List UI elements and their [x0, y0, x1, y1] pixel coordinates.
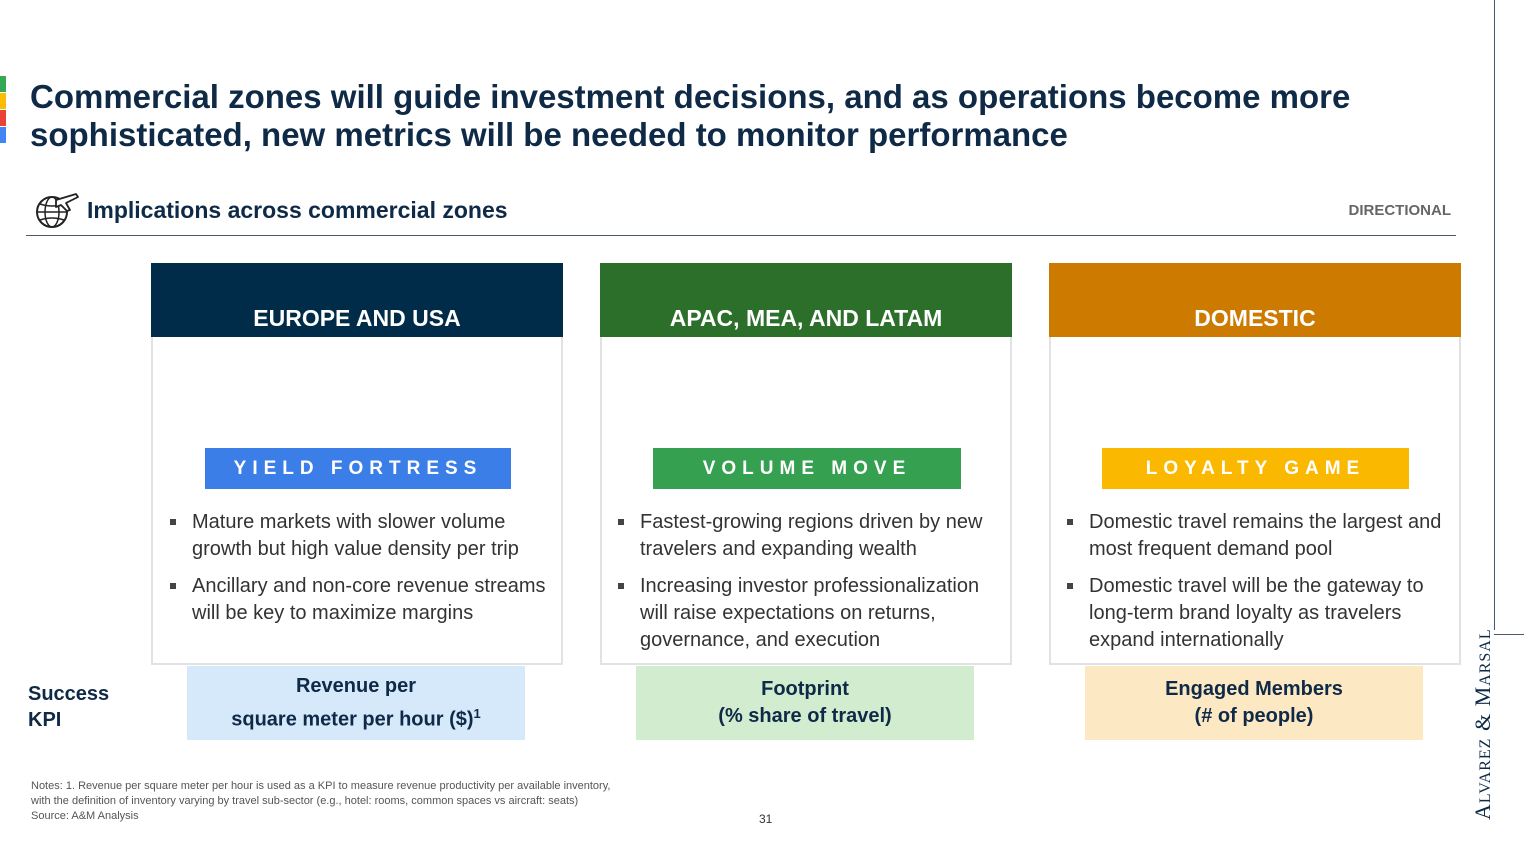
kpi-engaged-members: Engaged Members (# of people) — [1085, 666, 1423, 740]
list-item: Domestic travel will be the gateway to l… — [1067, 573, 1447, 654]
list-item: Mature markets with slower volume growth… — [170, 509, 550, 563]
zone-body: VOLUME MOVE Fastest-growing regions driv… — [600, 337, 1012, 665]
accent-bar-red — [0, 110, 6, 126]
zone-bullets: Fastest-growing regions driven by new tr… — [618, 509, 1002, 664]
zone-bullets: Domestic travel remains the largest and … — [1067, 509, 1447, 664]
source-note: Source: A&M Analysis — [31, 810, 139, 822]
page-number: 31 — [759, 812, 773, 826]
section-divider — [26, 235, 1456, 236]
zone-body: LOYALTY GAME Domestic travel remains the… — [1049, 337, 1461, 665]
footnotes: Notes: 1. Revenue per square meter per h… — [31, 779, 731, 824]
zone-badge: YIELD FORTRESS — [205, 448, 511, 489]
accent-bar-yellow — [0, 93, 6, 109]
zone-bullets: Mature markets with slower volume growth… — [170, 509, 550, 637]
accent-bar-green — [0, 76, 6, 92]
list-item: Domestic travel remains the largest and … — [1067, 509, 1447, 563]
list-item: Ancillary and non-core revenue streams w… — [170, 573, 550, 627]
page-title: Commercial zones will guide investment d… — [30, 78, 1351, 153]
brand-logo: ALVAREZ & MARSAL — [1470, 628, 1495, 820]
zone-card-domestic: DOMESTIC LOYALTY GAME Domestic travel re… — [1049, 263, 1461, 665]
accent-bar-blue — [0, 127, 6, 143]
zone-body: YIELD FORTRESS Mature markets with slowe… — [151, 337, 563, 665]
globe-airplane-icon — [36, 193, 79, 228]
list-item: Increasing investor professionalization … — [618, 573, 1002, 654]
footnote-ref: 1 — [473, 705, 481, 721]
kpi-footprint: Footprint (% share of travel) — [636, 666, 974, 740]
zone-card-apac-mea-latam: APAC, MEA, AND LATAM VOLUME MOVE Fastest… — [600, 263, 1012, 665]
zone-badge: VOLUME MOVE — [653, 448, 961, 489]
list-item: Fastest-growing regions driven by new tr… — [618, 509, 1002, 563]
zone-badge: LOYALTY GAME — [1102, 448, 1409, 489]
brand-rule-tick — [1494, 634, 1524, 635]
zone-card-europe-usa: EUROPE AND USA YIELD FORTRESS Mature mar… — [151, 263, 563, 665]
brand-rule — [1494, 0, 1495, 630]
directional-tag: DIRECTIONAL — [1348, 202, 1452, 219]
section-title: Implications across commercial zones — [87, 197, 508, 223]
kpi-revenue: Revenue per square meter per hour ($)1 — [187, 666, 525, 740]
kpi-label: Success KPI — [28, 683, 110, 731]
